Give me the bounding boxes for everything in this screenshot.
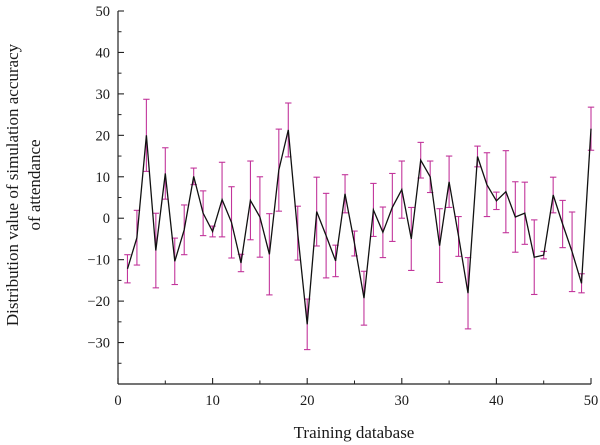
y-axis: 50 40 30 20 10 0 −10 −20 −30: [87, 4, 124, 384]
y-axis-title: Distribution value of simulation accurac…: [3, 43, 44, 326]
x-tick-label: 50: [584, 393, 599, 409]
error-bars: [124, 98, 595, 351]
y-tick-label: −20: [87, 294, 110, 310]
y-axis-title-line-1: Distribution value of simulation accurac…: [3, 43, 22, 326]
series-line: [126, 128, 592, 325]
y-tick-label: 30: [96, 87, 111, 103]
y-tick-label: −30: [87, 336, 110, 352]
y-tick-label: −10: [87, 253, 110, 269]
x-tick-label: 30: [395, 393, 410, 409]
x-axis-title: Training database: [294, 423, 415, 442]
y-tick-label: 40: [96, 45, 111, 61]
y-tick-label: 0: [103, 211, 110, 227]
x-tick-label: 10: [205, 393, 220, 409]
y-tick-label: 20: [96, 128, 111, 144]
y-axis-title-line-2: of attendance: [25, 139, 44, 230]
x-tick-label: 0: [114, 393, 121, 409]
series: [126, 128, 592, 325]
x-tick-label: 40: [489, 393, 504, 409]
y-tick-label: 10: [96, 170, 111, 186]
x-axis: 0 10 20 30 40 50: [114, 378, 598, 409]
x-tick-label: 20: [300, 393, 315, 409]
y-tick-label: 50: [96, 4, 111, 20]
